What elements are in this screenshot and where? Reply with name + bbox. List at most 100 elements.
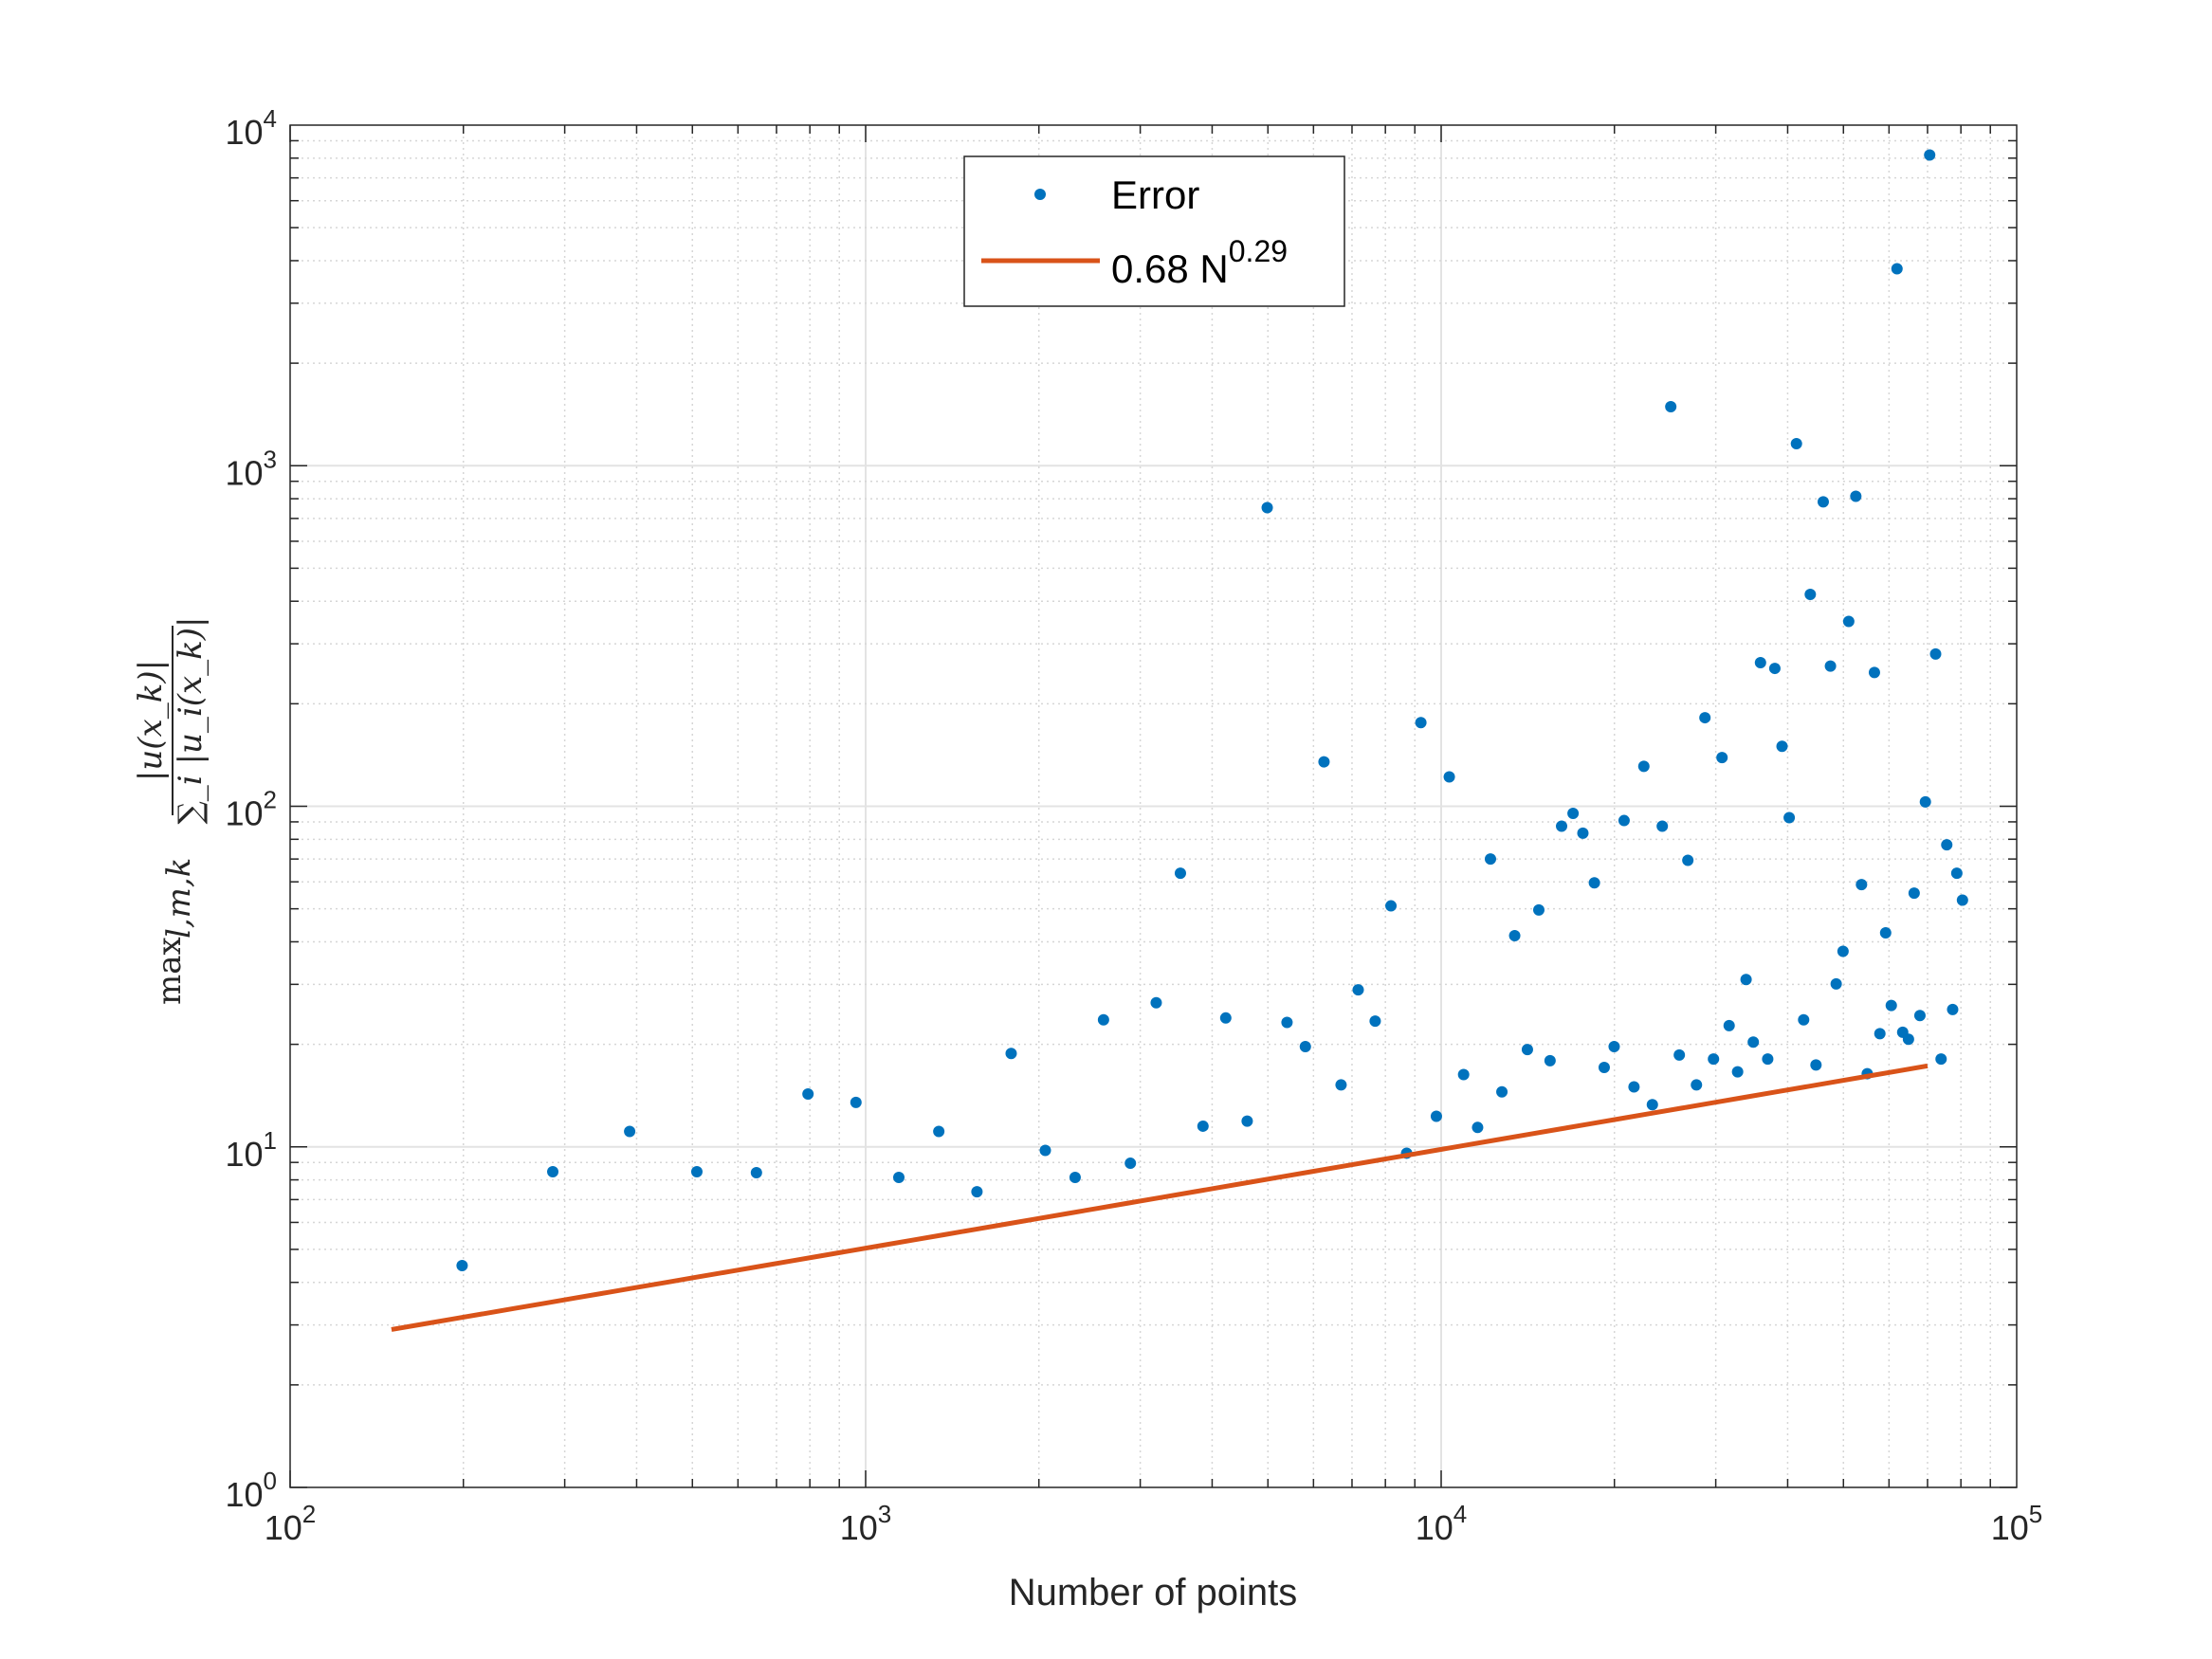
axes-box	[289, 124, 2018, 1488]
error-point	[1618, 814, 1630, 827]
error-point	[1484, 853, 1496, 866]
error-point	[1472, 1121, 1484, 1134]
error-point	[1935, 1053, 1947, 1066]
y-label-denominator: ∑_i |u_i(x_k)|	[172, 617, 210, 825]
error-point	[1842, 615, 1855, 628]
error-point	[971, 1186, 983, 1198]
y-label-max: max	[151, 937, 189, 1005]
grid	[290, 125, 2017, 1487]
error-point	[850, 1096, 862, 1108]
error-point	[1682, 854, 1694, 866]
error-point	[1768, 663, 1781, 675]
error-point	[1762, 1053, 1774, 1066]
error-point	[1856, 879, 1868, 891]
fit-line	[391, 1063, 1929, 1332]
legend-box	[963, 155, 1345, 307]
y-label-subscript: l,m,k	[160, 858, 198, 939]
error-point	[1824, 660, 1837, 672]
error-point	[1673, 1048, 1686, 1061]
x-tick-label: 104	[1416, 1500, 1468, 1547]
error-point	[1150, 996, 1162, 1009]
error-point	[1556, 820, 1568, 832]
error-point	[1097, 1013, 1109, 1026]
y-tick-label: 103	[225, 445, 277, 492]
error-point	[1941, 839, 1953, 851]
error-point	[1496, 1085, 1508, 1098]
y-tick-label: 104	[225, 104, 277, 152]
legend-marker-error	[1034, 189, 1046, 200]
error-point	[1902, 1033, 1914, 1046]
error-point	[1708, 1053, 1720, 1066]
error-point	[1577, 827, 1589, 839]
error-point	[1817, 496, 1829, 508]
error-point	[1885, 999, 1897, 1012]
error-point	[1913, 1010, 1926, 1022]
error-point	[1810, 1059, 1822, 1071]
error-point	[1567, 808, 1580, 820]
error-point	[1628, 1081, 1640, 1093]
error-point	[1646, 1099, 1658, 1111]
error-point	[1783, 811, 1796, 824]
error-point	[1281, 1016, 1293, 1029]
error-point	[1261, 501, 1273, 514]
error-point	[1924, 149, 1936, 161]
x-tick-label: 103	[840, 1500, 892, 1547]
error-point	[1197, 1120, 1209, 1132]
error-point	[1699, 712, 1711, 724]
legend-label-fit: 0.68 N0.29	[1111, 234, 1288, 291]
x-tick-label: 105	[1991, 1500, 2043, 1547]
error-point	[1740, 974, 1752, 986]
error-point	[1950, 867, 1963, 880]
error-point	[547, 1166, 559, 1178]
error-point	[1956, 894, 1968, 906]
error-point	[456, 1260, 468, 1272]
tick-labels: 102 103 104 105 100 101 102 103 104	[225, 104, 2042, 1547]
legend: Error 0.68 N0.29	[963, 155, 1345, 307]
error-point	[933, 1125, 945, 1138]
error-point	[1352, 984, 1364, 996]
error-point	[1850, 490, 1862, 502]
error-point	[1430, 1110, 1442, 1122]
error-point	[1457, 1068, 1470, 1081]
error-point	[1716, 752, 1728, 764]
error-point	[1219, 1012, 1232, 1024]
error-point	[1385, 900, 1398, 912]
y-label-numerator: |u(x_k)|	[132, 660, 170, 781]
error-point	[1837, 945, 1849, 957]
error-point	[1608, 1040, 1620, 1052]
error-point	[1335, 1079, 1347, 1091]
error-point	[1174, 867, 1186, 880]
error-point	[1039, 1144, 1051, 1157]
error-point	[1369, 1015, 1381, 1028]
y-tick-label: 100	[225, 1467, 277, 1514]
error-point	[1790, 437, 1802, 449]
error-point	[1069, 1172, 1081, 1184]
x-axis-label: Number of points	[1009, 1572, 1298, 1613]
error-point	[1879, 927, 1892, 939]
y-tick-label: 102	[225, 786, 277, 833]
error-point	[1798, 1013, 1810, 1026]
error-point	[1754, 657, 1766, 669]
legend-label-fit-base: 0.68 N	[1111, 246, 1229, 291]
error-point	[1665, 401, 1677, 413]
error-point	[1521, 1044, 1533, 1056]
x-tick-label: 102	[265, 1500, 317, 1547]
error-point	[1588, 877, 1600, 889]
y-tick-label: 101	[225, 1126, 277, 1174]
error-point	[1124, 1158, 1137, 1170]
error-point	[1830, 977, 1842, 990]
error-point	[1415, 717, 1427, 729]
error-point	[1656, 820, 1669, 832]
error-point	[1691, 1079, 1703, 1091]
error-point	[1532, 903, 1545, 916]
error-point	[750, 1166, 762, 1178]
error-point	[1598, 1062, 1610, 1074]
error-point	[1891, 263, 1903, 275]
error-point	[1731, 1066, 1744, 1078]
error-point	[1908, 887, 1920, 900]
legend-label-error: Error	[1111, 173, 1199, 217]
error-point	[1804, 588, 1817, 600]
legend-label-fit-exponent: 0.29	[1229, 234, 1288, 268]
error-point	[1443, 771, 1455, 783]
